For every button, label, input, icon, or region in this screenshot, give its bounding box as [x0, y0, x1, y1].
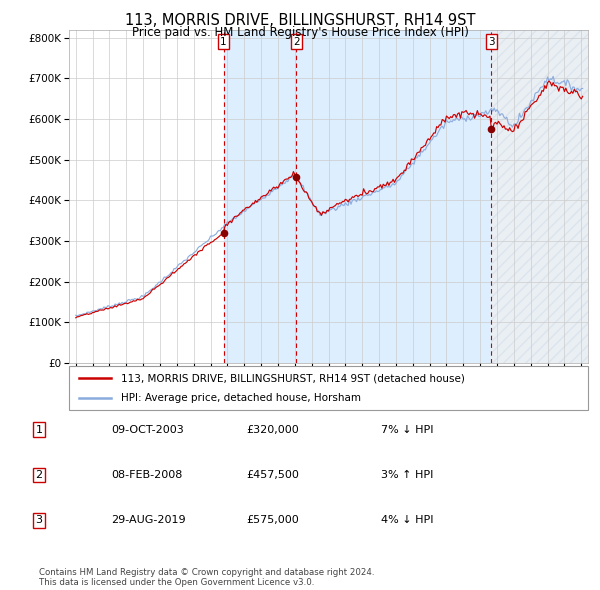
Text: 3% ↑ HPI: 3% ↑ HPI: [381, 470, 433, 480]
Text: 2: 2: [293, 37, 300, 47]
Text: 3: 3: [35, 516, 43, 525]
Bar: [491, 30, 588, 363]
FancyBboxPatch shape: [69, 366, 588, 410]
Text: 1: 1: [35, 425, 43, 434]
Text: 4% ↓ HPI: 4% ↓ HPI: [381, 516, 433, 525]
Text: 113, MORRIS DRIVE, BILLINGSHURST, RH14 9ST: 113, MORRIS DRIVE, BILLINGSHURST, RH14 9…: [125, 13, 475, 28]
Text: 113, MORRIS DRIVE, BILLINGSHURST, RH14 9ST (detached house): 113, MORRIS DRIVE, BILLINGSHURST, RH14 9…: [121, 373, 465, 383]
Text: 09-OCT-2003: 09-OCT-2003: [111, 425, 184, 434]
Text: 08-FEB-2008: 08-FEB-2008: [111, 470, 182, 480]
Text: Contains HM Land Registry data © Crown copyright and database right 2024.
This d: Contains HM Land Registry data © Crown c…: [39, 568, 374, 587]
Text: £575,000: £575,000: [246, 516, 299, 525]
Text: 7% ↓ HPI: 7% ↓ HPI: [381, 425, 433, 434]
Text: HPI: Average price, detached house, Horsham: HPI: Average price, detached house, Hors…: [121, 393, 361, 402]
Text: Price paid vs. HM Land Registry's House Price Index (HPI): Price paid vs. HM Land Registry's House …: [131, 26, 469, 39]
Text: 1: 1: [220, 37, 227, 47]
Bar: [224, 30, 491, 363]
Text: £457,500: £457,500: [246, 470, 299, 480]
Bar: [491, 30, 588, 363]
Text: 29-AUG-2019: 29-AUG-2019: [111, 516, 185, 525]
Bar: [69, 30, 224, 363]
Text: 3: 3: [488, 37, 494, 47]
Text: 2: 2: [35, 470, 43, 480]
Text: £320,000: £320,000: [246, 425, 299, 434]
